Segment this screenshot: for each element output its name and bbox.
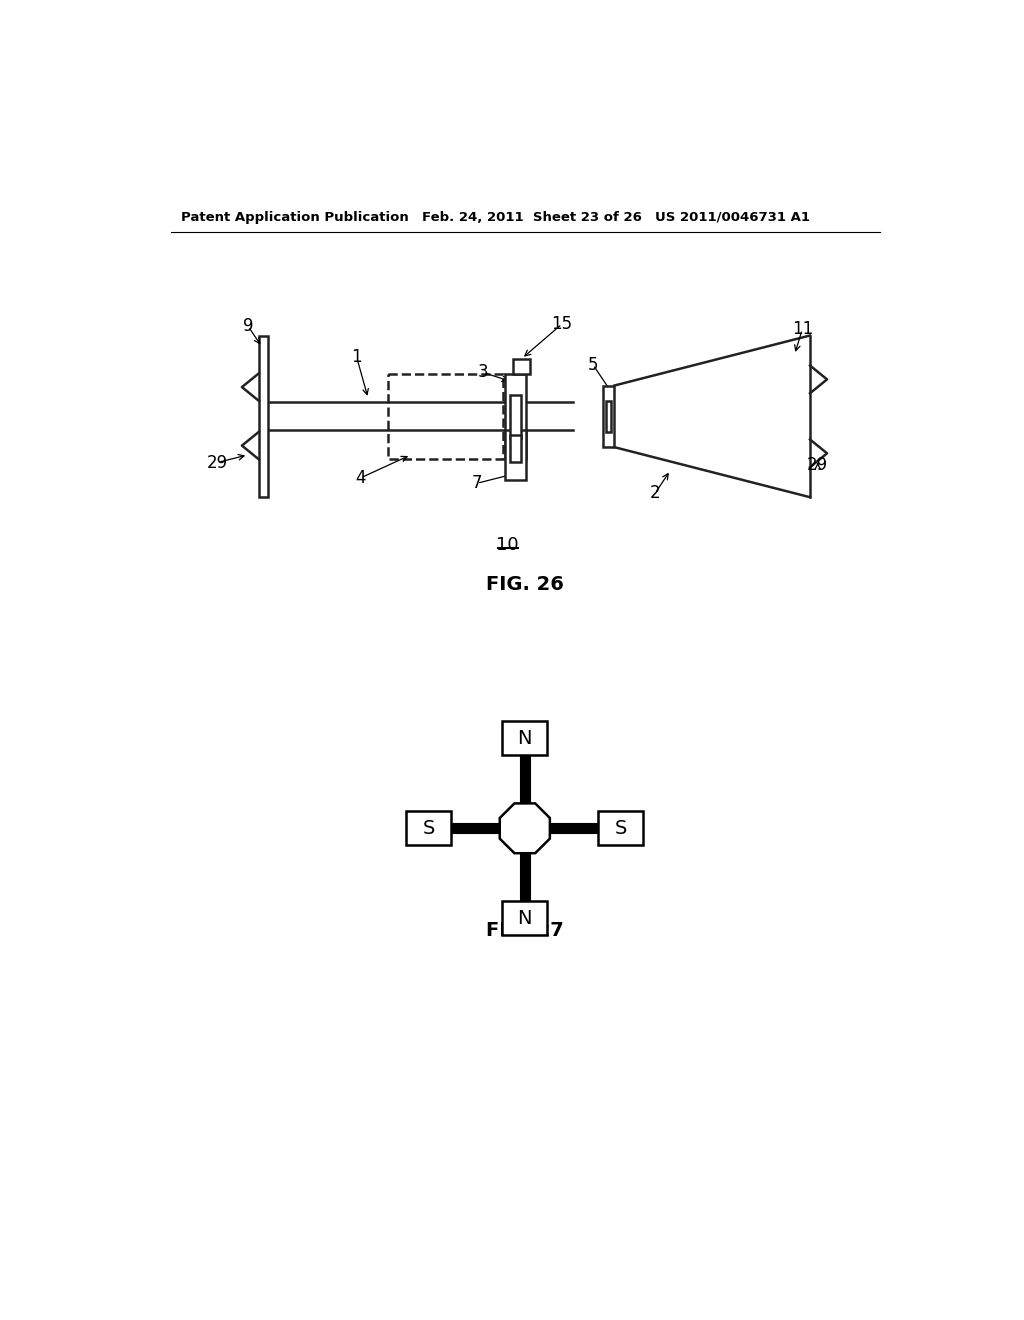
Text: 5: 5 (588, 356, 598, 374)
Text: 29: 29 (207, 454, 227, 471)
Text: 2: 2 (649, 484, 660, 503)
Text: 10: 10 (497, 536, 519, 553)
Bar (259, 335, 268, 498)
Text: S: S (423, 818, 435, 838)
Bar (603, 385, 614, 447)
Bar (503, 902, 547, 936)
Bar (388, 374, 503, 459)
Bar (513, 359, 530, 374)
Bar (407, 812, 452, 845)
Bar (598, 812, 643, 845)
Bar (510, 395, 521, 437)
Text: N: N (517, 909, 532, 928)
Polygon shape (500, 804, 550, 853)
Text: 7: 7 (471, 474, 482, 492)
Bar (510, 434, 521, 462)
Text: FIG. 26: FIG. 26 (485, 574, 564, 594)
Bar (503, 721, 547, 755)
Text: 29: 29 (807, 455, 828, 474)
Bar (605, 401, 611, 432)
Text: 4: 4 (355, 469, 366, 487)
Text: N: N (517, 729, 532, 747)
Bar (505, 430, 526, 480)
Text: US 2011/0046731 A1: US 2011/0046731 A1 (655, 211, 810, 224)
Text: S: S (614, 818, 627, 838)
Text: FIG. 27: FIG. 27 (486, 921, 563, 940)
Text: 15: 15 (552, 315, 572, 333)
Text: 11: 11 (792, 321, 813, 338)
Text: Patent Application Publication: Patent Application Publication (180, 211, 409, 224)
Text: Feb. 24, 2011  Sheet 23 of 26: Feb. 24, 2011 Sheet 23 of 26 (423, 211, 642, 224)
Text: 1: 1 (351, 348, 361, 366)
Text: 9: 9 (243, 317, 253, 335)
Bar (505, 374, 526, 459)
Text: 3: 3 (477, 363, 488, 381)
